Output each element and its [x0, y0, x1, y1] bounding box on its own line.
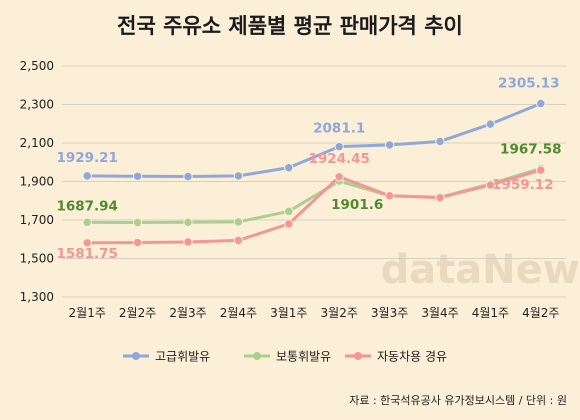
- x-tick-label: 4월1주: [472, 306, 509, 320]
- data-point: [485, 180, 496, 190]
- data-label: 1687.94: [56, 198, 118, 214]
- x-tick-label: 2월1주: [69, 306, 106, 320]
- grid-layer: [62, 65, 566, 298]
- data-point: [233, 217, 244, 227]
- data-label: 1901.6: [331, 197, 383, 213]
- datanews-watermark: dataNews: [380, 247, 580, 293]
- data-point: [233, 235, 244, 246]
- data-label-layer: 1929.21 2081.1 2305.13 1687.94 1901.6 1967.58…: [56, 76, 561, 262]
- x-tick-label: 2월4주: [220, 306, 257, 320]
- y-tick-label: 2,100: [20, 136, 54, 150]
- x-tick-label: 2월2주: [119, 306, 156, 320]
- series-line: [85, 102, 543, 178]
- data-point: [132, 217, 143, 228]
- data-point: [334, 172, 344, 182]
- data-point: [536, 165, 546, 175]
- data-point: [334, 141, 344, 152]
- data-point: [384, 191, 395, 201]
- data-point: [132, 171, 143, 182]
- x-tick-label: 4월2주: [522, 306, 559, 320]
- legend-swatch-dot: [253, 352, 261, 360]
- series-2: [82, 163, 546, 228]
- legend-item: 자동차용 경유: [345, 350, 447, 364]
- data-point: [485, 119, 496, 129]
- data-point: [284, 206, 294, 217]
- data-point: [132, 237, 143, 248]
- data-point: [82, 238, 92, 248]
- data-point: [384, 140, 395, 150]
- series-layer: [82, 98, 546, 248]
- source-note: 자료 : 한국석유공사 유가정보시스템 / 단위 : 원: [349, 394, 567, 407]
- data-label: 2081.1: [313, 121, 365, 137]
- data-label: 1581.75: [56, 246, 118, 262]
- legend-item: 보통휘발유: [244, 350, 331, 364]
- x-tick-label: 3월2주: [321, 306, 358, 320]
- data-point: [183, 237, 193, 247]
- x-tick-label: 3월3주: [371, 306, 408, 320]
- data-point: [183, 171, 193, 182]
- data-point: [82, 171, 92, 181]
- series-line: [85, 168, 543, 245]
- data-label: 1929.21: [56, 150, 118, 166]
- legend-swatch-dot: [132, 352, 140, 360]
- y-tick-label: 1,900: [20, 175, 54, 189]
- data-point: [233, 171, 244, 181]
- data-label: 2305.13: [498, 76, 560, 92]
- series-3: [82, 165, 546, 248]
- y-tick-label: 2,500: [20, 59, 54, 73]
- x-tick-label: 3월1주: [270, 306, 307, 320]
- data-label: 1967.58: [500, 141, 562, 157]
- data-point: [284, 162, 294, 173]
- legend-swatch-dot: [354, 352, 362, 360]
- y-tick-label: 1,300: [20, 290, 54, 304]
- y-axis-ticks: 1,300 1,500 1,700 1,900 2,100 2,300 2,500: [20, 59, 54, 304]
- legend-label: 보통휘발유: [276, 350, 331, 364]
- y-tick-label: 1,700: [20, 213, 54, 227]
- data-point: [536, 98, 546, 109]
- data-point: [435, 192, 445, 203]
- data-label: 1959.12: [492, 177, 554, 193]
- x-tick-label: 2월3주: [169, 306, 206, 320]
- data-label: 1924.45: [308, 151, 370, 167]
- x-tick-label: 3월4주: [421, 306, 458, 320]
- data-point: [284, 219, 294, 229]
- x-axis-ticks: 2월1주 2월2주 2월3주 2월4주 3월1주 3월2주 3월3주 3월4주 4월1주 4월2주: [69, 306, 560, 320]
- y-tick-label: 2,300: [20, 98, 54, 112]
- y-tick-label: 1,500: [20, 252, 54, 266]
- legend-label: 고급휘발유: [155, 350, 210, 364]
- data-point: [435, 136, 445, 147]
- legend-label: 자동차용 경유: [377, 350, 447, 364]
- legend: 고급휘발유 보통휘발유 자동차용 경유: [123, 350, 447, 364]
- chart-title: 전국 주유소 제품별 평균 판매가격 추이: [117, 14, 463, 38]
- series-1: [82, 98, 546, 182]
- data-point: [183, 217, 193, 228]
- data-point: [82, 217, 92, 228]
- legend-item: 고급휘발유: [123, 350, 210, 364]
